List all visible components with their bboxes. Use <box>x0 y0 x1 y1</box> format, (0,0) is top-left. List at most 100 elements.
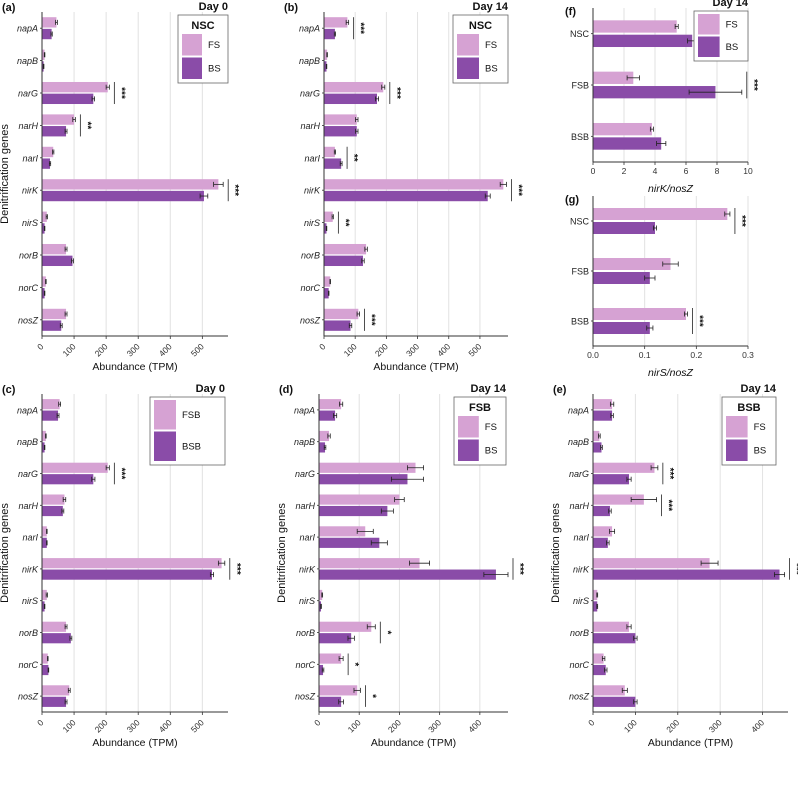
significance-label: *** <box>514 563 525 575</box>
legend: FSB FS BS <box>453 396 507 466</box>
category-label: BSB <box>571 317 589 327</box>
bar-fs-norb <box>593 621 630 632</box>
significance-label: *** <box>664 468 675 480</box>
bar-fs-narg <box>593 462 655 473</box>
panel-a: napA napB narG narH narI nirK nirS norB norC nosZ… <box>0 1 240 373</box>
bar-bs-nirs <box>593 601 598 612</box>
category-label: NSC <box>570 29 590 39</box>
category-label: nosZ <box>300 315 321 325</box>
bar-fs-bsb <box>593 122 652 136</box>
bar-bs-narg <box>593 474 630 485</box>
x-tick-label: 300 <box>404 341 421 358</box>
bar-bs-nosz <box>324 320 351 331</box>
bar-bs-napa <box>324 28 335 40</box>
x-tick-label: 400 <box>466 717 483 734</box>
category-label: norC <box>18 283 38 293</box>
category-label: NSC <box>570 217 590 227</box>
bar-bs-nirk <box>42 190 204 202</box>
bar-fs-nirs <box>593 589 598 601</box>
bar-bs-fsb <box>593 272 650 284</box>
legend-label: BSB <box>182 441 201 452</box>
y-axis-label: Denitrification genes <box>0 503 11 603</box>
x-tick-label: 100 <box>342 341 359 358</box>
bar-fs-bsb <box>593 308 686 320</box>
category-label: narG <box>569 469 589 479</box>
chart-title: Day 14 <box>741 383 777 395</box>
bar-fs-nirs <box>42 211 47 222</box>
bar-fs-narh <box>593 494 644 505</box>
legend-title: FSB <box>469 402 491 414</box>
bar-bs-nirk <box>319 569 496 580</box>
bar-bs-norb <box>42 255 73 267</box>
x-tick-label: 0 <box>591 166 596 176</box>
legend-label: BS <box>208 63 221 74</box>
significance-label: *** <box>694 315 705 327</box>
bar-fs-norc <box>593 653 604 664</box>
category-label: narG <box>295 469 315 479</box>
legend-label: FS <box>726 19 738 30</box>
x-tick-label: 100 <box>622 717 639 734</box>
panel-f: NSC FSB BSB *** 0 2 4 6 8 10 nirK/nosZ (f) Day 14 FS B… <box>565 0 759 195</box>
panel-d: napA napB narG narH narI nirK nirS norB norC nosZ… <box>276 383 525 749</box>
bar-fsb-napa <box>42 399 60 410</box>
bar-fs-norc <box>324 276 331 287</box>
significance-label: *** <box>512 184 523 196</box>
significance-label: *** <box>355 22 366 34</box>
category-label: narH <box>569 501 589 511</box>
x-tick-label: 2 <box>622 166 627 176</box>
bar-bs-narh <box>319 505 388 517</box>
chart-title: Day 14 <box>473 1 509 13</box>
bar-bs-narh <box>593 505 610 517</box>
x-tick-label: 300 <box>426 717 443 734</box>
panel-label: (a) <box>2 2 16 14</box>
category-label: napB <box>17 437 38 447</box>
bar-fs-narh <box>324 114 357 125</box>
legend-swatch-fs <box>726 416 748 438</box>
legend-label: FSB <box>182 410 200 421</box>
bar-fs-napb <box>324 49 328 60</box>
bar-fs-napb <box>319 430 330 442</box>
panel-label: (b) <box>284 2 298 14</box>
legend-label: BS <box>485 63 498 74</box>
bar-bs-norc <box>319 664 324 676</box>
bar-bs-nari <box>319 537 380 548</box>
category-label: napA <box>17 24 38 34</box>
bar-bs-norb <box>319 633 352 644</box>
bar-bs-nirk <box>324 190 488 202</box>
significance-label: *** <box>663 499 674 511</box>
bar-fs-nari <box>319 526 366 537</box>
bar-bs-norb <box>324 255 363 267</box>
chart-title: Day 14 <box>471 383 507 395</box>
legend: BSB FS BS <box>721 396 777 466</box>
x-tick-label: 400 <box>157 341 174 358</box>
bar-bs-narh <box>324 126 357 137</box>
x-tick-label: 400 <box>157 717 174 734</box>
x-axis-label: Abundance (TPM) <box>92 361 177 373</box>
x-tick-label: 0 <box>35 341 46 352</box>
category-label: nosZ <box>18 692 39 702</box>
category-label: norB <box>19 251 38 261</box>
bar-fs-napa <box>42 17 57 28</box>
category-label: BSB <box>571 132 589 142</box>
category-label: nirS <box>22 218 38 228</box>
bar-bs-napb <box>42 61 44 72</box>
category-label: narH <box>295 501 315 511</box>
bar-fs-nari <box>593 526 613 537</box>
bar-bs-napb <box>593 442 602 453</box>
bar-fs-norb <box>42 243 67 255</box>
category-label: norB <box>296 628 315 638</box>
legend-swatch-fsb <box>154 400 176 430</box>
bar-fsb-norb <box>42 621 67 632</box>
category-label: napA <box>294 405 315 415</box>
bar-bs-napb <box>319 442 326 453</box>
legend-swatch-bs <box>726 439 748 461</box>
bar-fs-nirk <box>324 179 504 190</box>
category-label: norB <box>19 628 38 638</box>
x-tick-label: 300 <box>125 341 142 358</box>
legend-label: BS <box>485 445 498 456</box>
bar-bs-nirs <box>324 223 327 234</box>
bar-fsb-nirs <box>42 589 47 601</box>
bar-fs-napa <box>593 399 613 410</box>
bar-fs-fsb <box>593 71 634 84</box>
